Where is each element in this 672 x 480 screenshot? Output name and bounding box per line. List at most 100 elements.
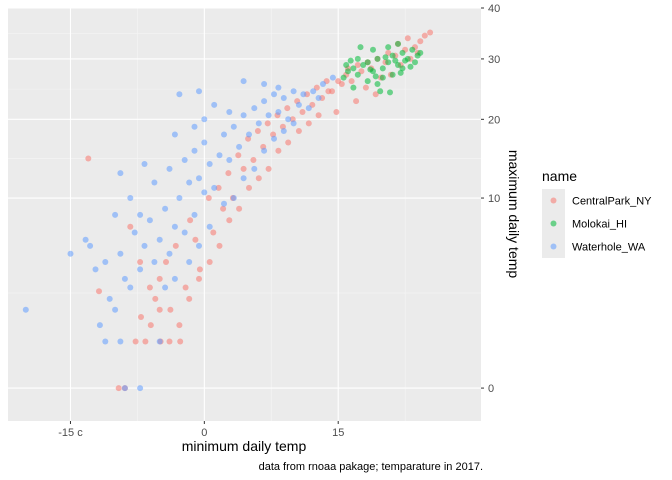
data-point [171,275,178,282]
data-point [226,217,233,224]
data-point [171,131,178,138]
data-point [305,105,312,112]
data-point [92,266,99,273]
data-point [353,98,360,105]
data-point [315,112,322,119]
data-point [404,35,411,42]
data-point [402,57,409,64]
data-point [181,229,188,236]
data-point [275,84,282,91]
data-point [102,338,109,345]
data-point [220,205,227,212]
data-point [216,152,223,159]
data-point [254,128,261,134]
legend-label: CentralPark_NY [572,196,652,208]
data-point [235,152,242,159]
data-point [246,131,252,138]
x-axis-title: minimum daily temp [182,438,307,454]
data-point [265,112,272,119]
data-point [354,62,361,68]
data-point [370,46,376,53]
data-point [385,49,392,56]
legend-title: name [542,168,577,184]
data-point [325,88,332,95]
data-point [201,189,208,196]
data-point [138,314,144,320]
data-point [261,147,268,154]
data-point [240,175,247,182]
data-point [385,59,392,66]
data-point [333,109,340,115]
data-point [211,101,218,108]
data-point [221,131,227,138]
data-point [115,385,122,392]
data-point [379,74,386,81]
data-point [205,195,212,201]
data-point [196,242,202,249]
data-point [395,62,401,68]
data-point [196,175,202,182]
data-point [343,62,350,68]
data-point [350,84,357,91]
data-point [146,217,153,224]
data-point [132,338,139,345]
data-point [251,165,258,172]
data-point [216,242,223,249]
caption: data from rnoaa pakage; temparature in 2… [259,461,483,473]
grid-lines [8,7,481,421]
data-point [127,284,134,291]
data-point [240,112,247,119]
data-point [176,195,183,201]
data-point [225,170,232,177]
y-tick-label: 40 [488,3,500,15]
x-tick-label: 15 [332,427,344,439]
data-point [315,95,322,101]
data-point [329,74,336,81]
data-point [372,91,379,98]
data-point [264,120,271,127]
data-point [163,259,169,265]
data-point [156,338,163,345]
data-point [300,91,307,98]
data-point [230,123,237,130]
x-tick-label: -15 c [58,427,83,439]
legend-key-point [550,220,557,227]
data-point [335,78,342,85]
data-point [421,32,428,39]
data-point [295,128,302,134]
data-point [112,211,119,218]
data-point [265,165,272,172]
data-point [85,155,92,162]
data-point [377,88,384,95]
data-point [271,135,277,142]
data-point [196,266,203,273]
data-point [112,306,119,313]
legend-key-point [550,197,557,204]
data-point [389,71,396,78]
x-tick-label: 0 [201,427,207,439]
data-point [137,266,144,273]
y-axis-ticks: 0 10 20 30 40 [481,3,500,395]
data-point [192,236,199,243]
legend-label: Molokai_HI [572,219,627,231]
data-point [201,116,208,123]
y-tick-label: 30 [488,54,500,66]
data-point [181,157,188,163]
data-point [201,139,208,146]
data-point [166,165,173,172]
data-point [240,78,247,85]
data-point [417,38,424,45]
data-point [186,179,193,186]
data-point [409,46,416,53]
data-point [364,78,371,85]
data-point [275,109,282,115]
data-point [374,81,381,87]
data-point [354,55,361,62]
data-point [367,66,374,73]
data-point [162,284,169,291]
data-point [345,68,351,75]
data-point [372,73,379,80]
data-point [96,322,103,329]
data-point [206,259,213,265]
data-point [246,184,252,191]
